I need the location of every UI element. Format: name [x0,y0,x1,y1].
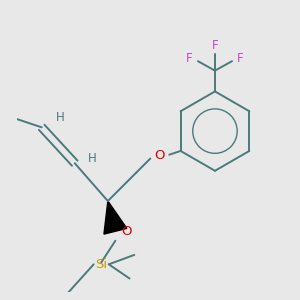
Text: H: H [87,152,96,165]
Text: F: F [237,52,244,65]
Text: O: O [122,225,132,238]
Text: F: F [186,52,193,65]
Text: H: H [56,111,65,124]
Text: I: I [0,106,1,121]
Text: O: O [154,149,165,162]
Text: F: F [212,39,218,52]
Text: Si: Si [95,258,107,271]
Polygon shape [104,201,127,234]
